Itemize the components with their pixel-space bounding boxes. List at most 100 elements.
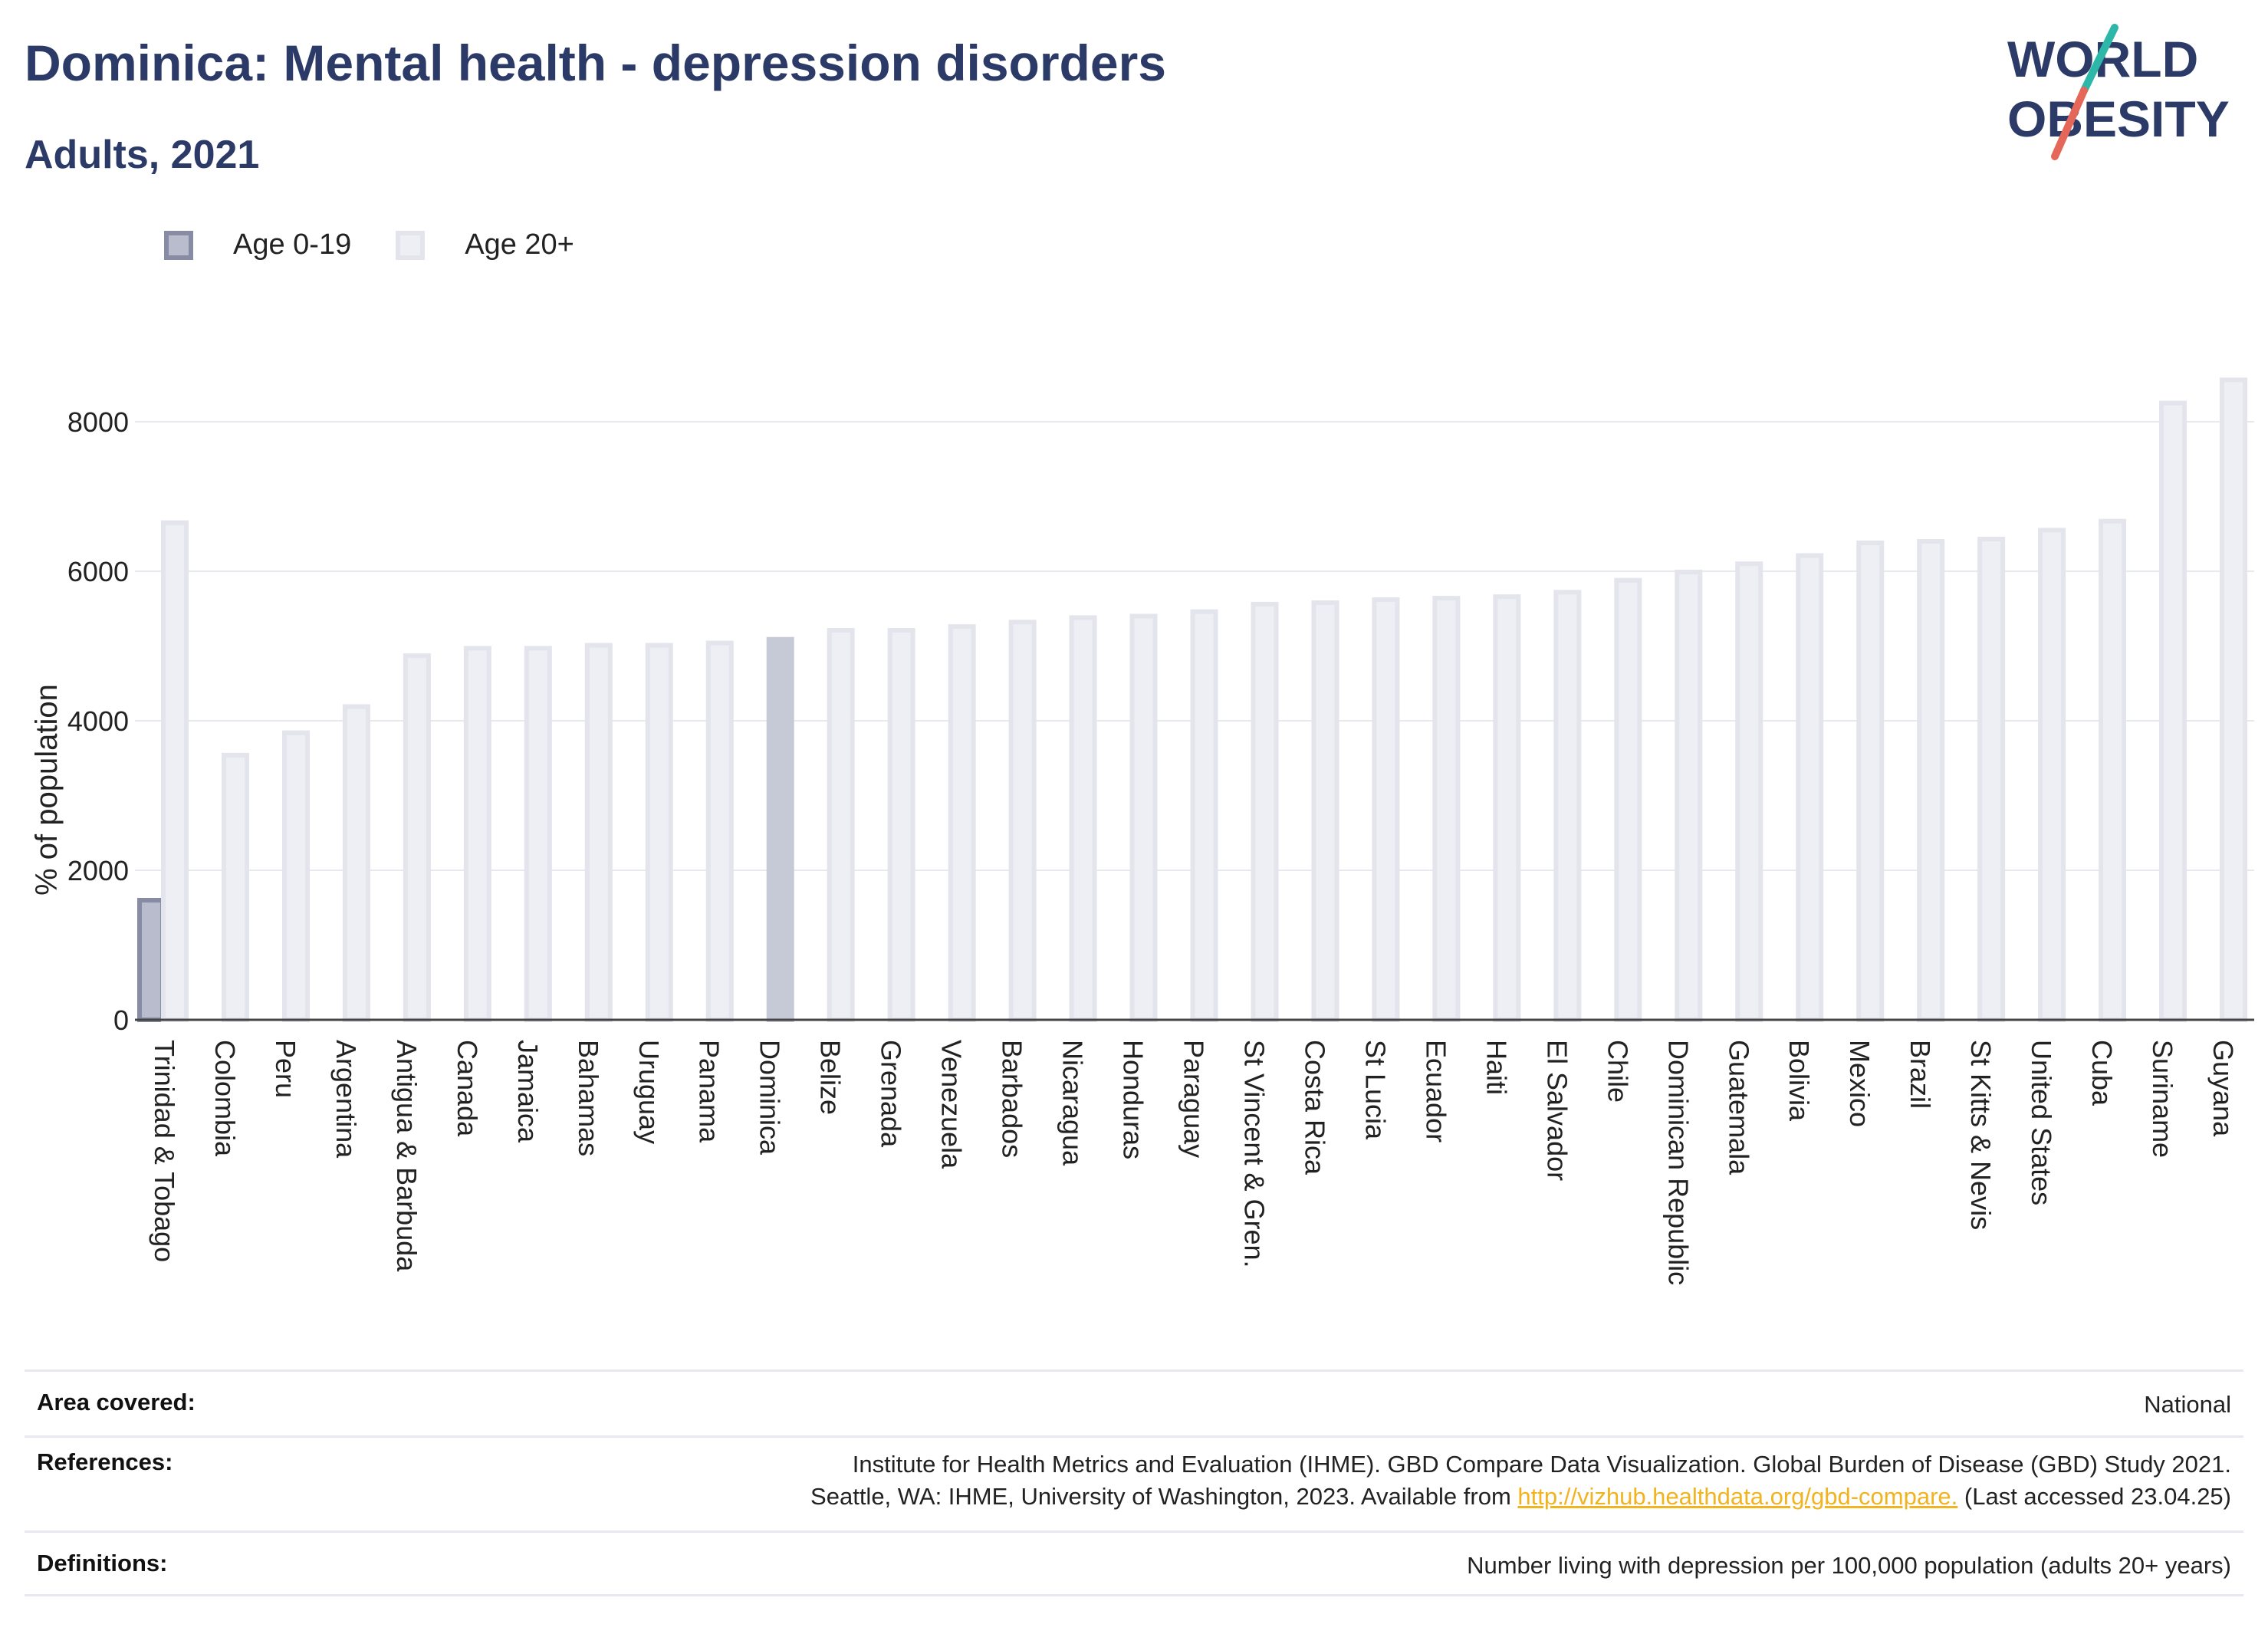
chart-subtitle: Adults, 2021	[25, 133, 260, 177]
logo-teal-stroke	[2080, 24, 2118, 94]
y-axis-title: % of population	[30, 684, 64, 896]
legend-label-age-0-19: Age 0-19	[233, 228, 352, 261]
definitions-row: Definitions: Number living with depressi…	[25, 1530, 2243, 1596]
y-tick-label-6000: 6000	[67, 556, 129, 587]
world-obesity-logo: WORLD OBESITY	[2007, 24, 2230, 160]
bar-age-20-plus-venezuela	[948, 624, 976, 1022]
area-covered-row: Area covered: National	[25, 1369, 2243, 1435]
x-tick-label-mexico: Mexico	[1844, 1040, 1875, 1127]
bar-age-20-plus-el-salvador	[1553, 590, 1582, 1022]
references-line-2-text: Seattle, WA: IHME, University of Washing…	[810, 1483, 1518, 1510]
bar-age-0-19-trinidad-and-tobago	[137, 898, 165, 1022]
bar-age-20-plus-argentina	[342, 704, 370, 1022]
x-tick-label-argentina: Argentina	[330, 1040, 362, 1159]
bar-age-20-plus-belize	[827, 628, 855, 1022]
x-tick-label-peru: Peru	[270, 1040, 301, 1098]
x-tick-label-honduras: Honduras	[1118, 1040, 1149, 1159]
x-tick-label-suriname: Suriname	[2147, 1040, 2178, 1158]
x-tick-label-venezuela: Venezuela	[936, 1040, 968, 1169]
legend-item-age-0-19[interactable]: Age 0-19	[164, 228, 351, 261]
x-tick-label-colombia: Colombia	[209, 1040, 241, 1157]
bar-age-20-plus-trinidad-and-tobago	[161, 520, 189, 1022]
bar-age-20-plus-chile	[1614, 577, 1642, 1022]
chart-legend: Age 0-19 Age 20+	[164, 228, 619, 261]
bar-age-20-plus-bolivia	[1796, 553, 1824, 1022]
references-label: References:	[37, 1448, 173, 1475]
x-tick-label-dominican-republic: Dominican Republic	[1662, 1040, 1694, 1285]
references-row: References: Institute for Health Metrics…	[25, 1435, 2243, 1530]
area-covered-value: National	[2144, 1391, 2231, 1418]
y-tick-label-2000: 2000	[67, 855, 129, 886]
x-tick-label-nicaragua: Nicaragua	[1057, 1040, 1089, 1166]
bar-age-20-plus-bahamas	[584, 643, 613, 1022]
bar-age-20-plus-dominica	[766, 636, 794, 1022]
x-tick-label-cuba: Cuba	[2086, 1040, 2118, 1106]
x-tick-label-bahamas: Bahamas	[573, 1040, 604, 1156]
x-tick-label-st-vincent-and-gren: St Vincent & Gren.	[1238, 1040, 1270, 1268]
logo-obesity-text: OBESITY	[2007, 90, 2230, 147]
references-value: Institute for Health Metrics and Evaluat…	[810, 1448, 2231, 1513]
bar-age-20-plus-dominican-republic	[1675, 569, 1703, 1023]
bar-age-20-plus-honduras	[1129, 613, 1158, 1022]
chart-title: Dominica: Mental health - depression dis…	[25, 35, 1166, 91]
bar-age-20-plus-jamaica	[524, 646, 552, 1022]
bar-age-20-plus-st-kitts-and-nevis	[1977, 537, 2006, 1022]
bar-age-20-plus-canada	[463, 646, 491, 1022]
references-line-1: Institute for Health Metrics and Evaluat…	[852, 1451, 2231, 1478]
x-tick-label-bolivia: Bolivia	[1783, 1040, 1815, 1122]
x-tick-label-dominica: Dominica	[754, 1040, 786, 1156]
x-tick-label-jamaica: Jamaica	[512, 1040, 544, 1143]
bar-age-20-plus-guyana	[2220, 377, 2248, 1022]
x-tick-label-paraguay: Paraguay	[1178, 1040, 1210, 1158]
bar-age-20-plus-colombia	[221, 752, 249, 1022]
legend-swatch-age-20-plus	[396, 230, 426, 260]
logo-red-stroke	[2051, 87, 2088, 160]
bar-age-20-plus-ecuador	[1432, 596, 1461, 1023]
x-tick-label-haiti: Haiti	[1481, 1040, 1512, 1095]
x-tick-label-st-kitts-and-nevis: St Kitts & Nevis	[1965, 1040, 1997, 1230]
bar-age-20-plus-paraguay	[1190, 609, 1218, 1022]
bar-age-20-plus-grenada	[887, 628, 915, 1022]
x-tick-label-st-lucia: St Lucia	[1359, 1040, 1391, 1140]
bar-age-20-plus-cuba	[2099, 518, 2127, 1022]
x-tick-label-guyana: Guyana	[2207, 1040, 2239, 1137]
x-tick-label-trinidad-and-tobago: Trinidad & Tobago	[149, 1040, 180, 1262]
x-tick-label-united-states: United States	[2026, 1040, 2057, 1205]
bar-age-20-plus-peru	[281, 730, 310, 1022]
definitions-value: Number living with depression per 100,00…	[1467, 1552, 2231, 1579]
bar-chart: 0 2000 4000 6000 8000 % of population Trinidad…	[30, 377, 2254, 1285]
bar-age-20-plus-suriname	[2159, 400, 2187, 1022]
references-line-2: Seattle, WA: IHME, University of Washing…	[810, 1481, 2231, 1513]
bar-age-20-plus-brazil	[1917, 539, 1945, 1022]
bar-age-20-plus-barbados	[1008, 620, 1037, 1022]
x-tick-label-grenada: Grenada	[876, 1040, 907, 1148]
legend-swatch-age-0-19	[164, 230, 193, 260]
x-tick-label-panama: Panama	[694, 1040, 725, 1143]
x-tick-label-barbados: Barbados	[997, 1040, 1028, 1158]
x-tick-label-brazil: Brazil	[1905, 1040, 1936, 1109]
references-line-2-suffix: (Last accessed 23.04.25)	[1957, 1483, 2231, 1510]
x-tick-label-canada: Canada	[452, 1040, 483, 1137]
bar-age-20-plus-guatemala	[1735, 561, 1763, 1022]
y-tick-label-8000: 8000	[67, 406, 129, 438]
x-tick-label-belize: Belize	[815, 1040, 846, 1115]
legend-item-age-20-plus[interactable]: Age 20+	[396, 228, 574, 261]
x-tick-label-ecuador: Ecuador	[1420, 1040, 1451, 1142]
x-tick-label-chile: Chile	[1602, 1040, 1633, 1103]
bar-age-20-plus-haiti	[1493, 594, 1521, 1022]
x-tick-label-el-salvador: El Salvador	[1541, 1040, 1573, 1181]
bar-age-20-plus-uruguay	[645, 643, 673, 1022]
bar-age-20-plus-st-lucia	[1372, 597, 1400, 1022]
y-tick-label-0: 0	[113, 1004, 129, 1036]
bar-age-20-plus-united-states	[2038, 528, 2066, 1022]
references-link[interactable]: http://vizhub.healthdata.org/gbd-compare…	[1517, 1483, 1958, 1510]
bar-age-20-plus-panama	[705, 640, 734, 1022]
bar-age-20-plus-antigua-and-barbuda	[403, 653, 431, 1022]
y-tick-label-4000: 4000	[67, 705, 129, 737]
info-table: Area covered: National References: Insti…	[25, 1369, 2243, 1596]
bar-age-20-plus-st-vincent-and-gren	[1251, 601, 1279, 1022]
legend-label-age-20-plus: Age 20+	[465, 228, 574, 261]
x-tick-label-antigua-and-barbuda: Antigua & Barbuda	[391, 1040, 422, 1272]
x-tick-label-costa-rica: Costa Rica	[1299, 1040, 1330, 1175]
bar-age-20-plus-costa-rica	[1311, 600, 1339, 1022]
